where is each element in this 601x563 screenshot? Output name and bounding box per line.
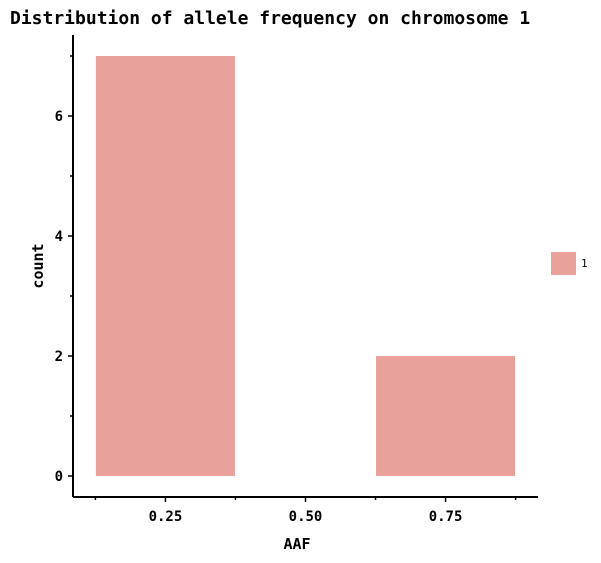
y-axis-title: count (29, 243, 47, 288)
axes-layer: 0.25 0.50 0.75 0 2 4 6 (55, 35, 538, 525)
bar-2 (376, 356, 516, 476)
bar-0 (95, 56, 235, 476)
y-tick-label: 0 (55, 469, 63, 485)
chart-title: Distribution of allele frequency on chro… (10, 8, 531, 29)
x-axis-title: AAF (283, 535, 310, 553)
x-tick-label: 0.50 (289, 509, 323, 525)
legend-label: 1 (581, 257, 588, 270)
legend-swatch (551, 252, 576, 275)
y-tick-label: 4 (55, 229, 63, 245)
y-tick-label: 6 (55, 109, 63, 125)
y-tick-label: 2 (55, 349, 63, 365)
bars-layer (95, 56, 516, 476)
x-tick-label: 0.75 (429, 509, 463, 525)
legend: 1 (551, 252, 588, 275)
x-tick-label: 0.25 (149, 509, 183, 525)
